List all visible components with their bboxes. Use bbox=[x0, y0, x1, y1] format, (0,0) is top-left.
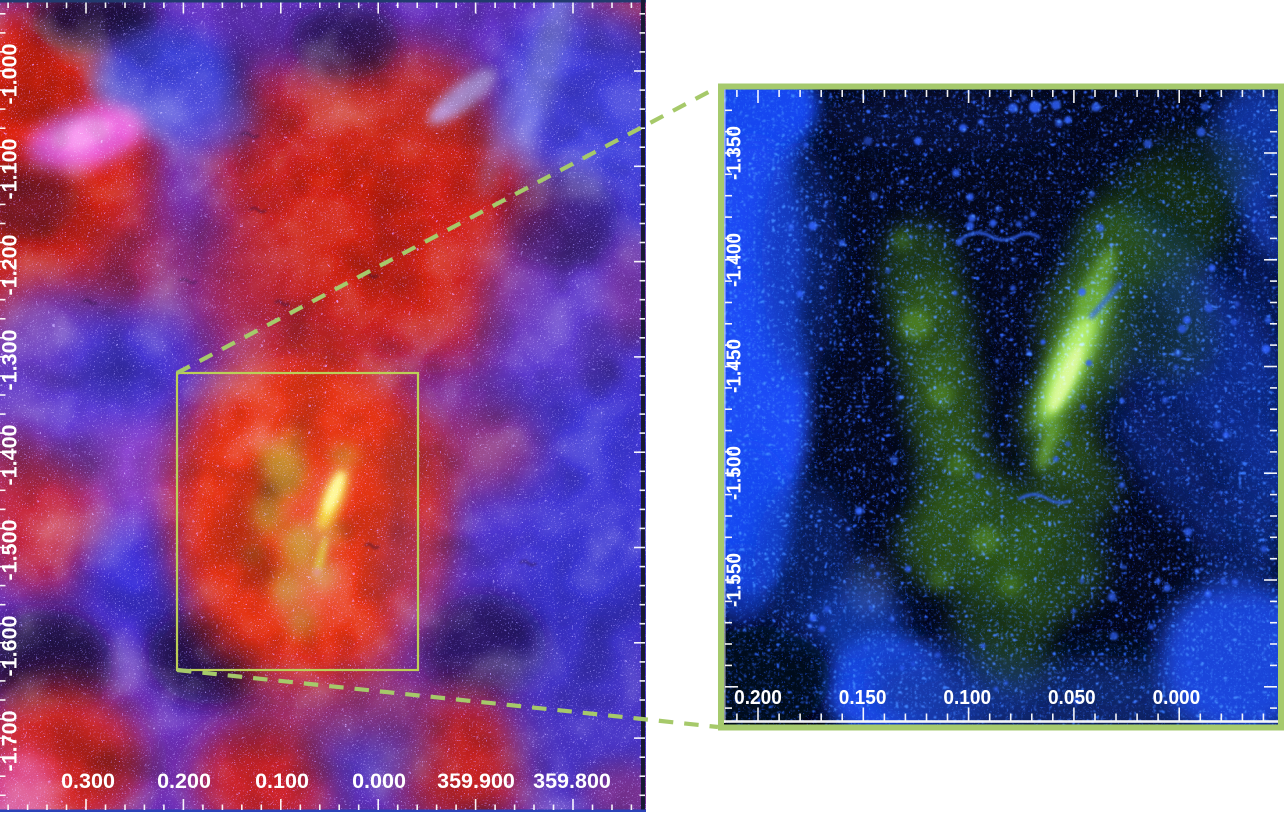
svg-text:-1.550: -1.550 bbox=[723, 553, 746, 607]
svg-text:0.200: 0.200 bbox=[734, 686, 782, 709]
svg-text:-1.600: -1.600 bbox=[0, 615, 22, 676]
svg-text:-1.500: -1.500 bbox=[723, 446, 746, 500]
svg-text:0.050: 0.050 bbox=[1048, 686, 1096, 709]
svg-text:0.100: 0.100 bbox=[255, 769, 309, 793]
svg-text:-1.500: -1.500 bbox=[0, 519, 22, 580]
svg-text:-1.350: -1.350 bbox=[723, 126, 746, 180]
svg-text:-1.200: -1.200 bbox=[0, 234, 22, 295]
svg-text:0.000: 0.000 bbox=[1153, 686, 1201, 709]
svg-text:0.100: 0.100 bbox=[943, 686, 991, 709]
svg-text:0.200: 0.200 bbox=[157, 769, 211, 793]
svg-text:-1.000: -1.000 bbox=[0, 43, 22, 104]
svg-text:-1.400: -1.400 bbox=[0, 424, 22, 485]
svg-text:-1.300: -1.300 bbox=[0, 329, 22, 390]
svg-text:0.000: 0.000 bbox=[352, 769, 406, 793]
svg-text:359.900: 359.900 bbox=[437, 769, 515, 793]
svg-text:-1.400: -1.400 bbox=[723, 233, 746, 287]
svg-text:-1.100: -1.100 bbox=[0, 138, 22, 199]
svg-text:-1.450: -1.450 bbox=[723, 339, 746, 393]
svg-text:-1.700: -1.700 bbox=[0, 710, 22, 771]
svg-text:0.300: 0.300 bbox=[61, 769, 115, 793]
svg-text:0.150: 0.150 bbox=[839, 686, 887, 709]
svg-text:359.800: 359.800 bbox=[533, 769, 611, 793]
